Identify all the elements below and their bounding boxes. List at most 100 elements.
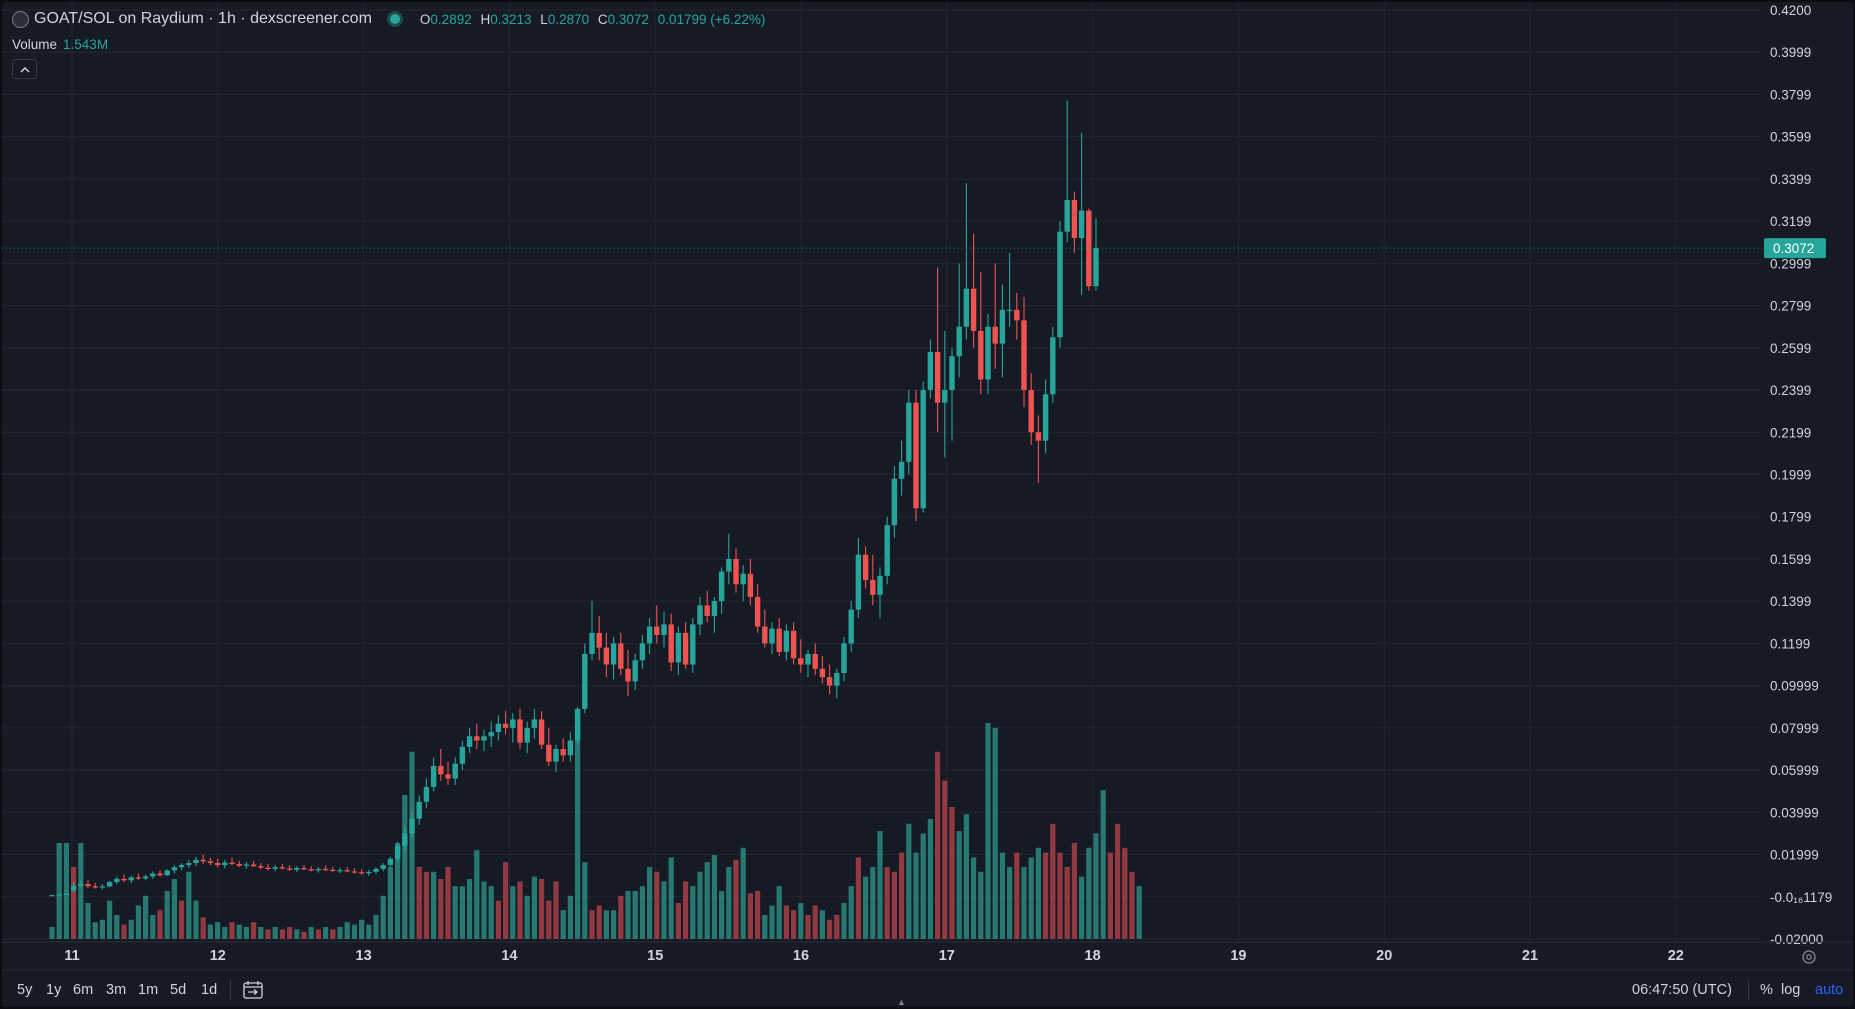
- candle-body: [783, 630, 790, 652]
- candle-body: [682, 632, 689, 665]
- range-button-5d[interactable]: 5d: [170, 982, 187, 998]
- time-tick-label: 20: [1376, 948, 1392, 964]
- range-button-5y[interactable]: 5y: [17, 982, 33, 998]
- candle-body: [214, 862, 221, 866]
- candle-body: [1078, 210, 1085, 239]
- volume-bar: [503, 862, 509, 939]
- price-tick-label: 0.4200: [1770, 3, 1811, 18]
- volume-bar: [661, 881, 667, 939]
- candle-body: [553, 748, 559, 762]
- price-tick-label: 0.2799: [1770, 299, 1811, 314]
- candle-body: [841, 643, 847, 673]
- volume-bar: [733, 859, 739, 939]
- price-tick-label: 0.2399: [1770, 383, 1811, 398]
- candle-body: [949, 356, 955, 391]
- volume-bar: [891, 871, 897, 939]
- candle-body: [855, 554, 862, 610]
- volume-bar: [287, 927, 293, 939]
- volume-bar: [762, 915, 768, 939]
- candle-body: [1028, 390, 1034, 433]
- candle-body: [963, 288, 970, 327]
- ohlc-low-value: 0.2870: [547, 11, 590, 27]
- candle-body: [308, 869, 314, 871]
- log-scale-toggle[interactable]: log: [1781, 982, 1801, 998]
- auto-scale-toggle[interactable]: auto: [1815, 982, 1844, 998]
- candle-body: [661, 624, 667, 635]
- utc-clock[interactable]: 06:47:50 (UTC): [1632, 982, 1732, 998]
- range-button-1d[interactable]: 1d: [201, 982, 218, 998]
- price-tick-label: 0.3599: [1770, 130, 1811, 145]
- volume-bar: [863, 876, 869, 939]
- candle-body: [826, 677, 833, 686]
- candle-body: [351, 871, 358, 873]
- volume-bar: [632, 891, 638, 939]
- candle-body: [524, 727, 530, 743]
- volume-bar: [1014, 852, 1020, 939]
- volume-bar: [431, 871, 437, 939]
- candle-body: [769, 628, 775, 644]
- candle-body: [495, 723, 502, 733]
- candle-body: [711, 601, 718, 616]
- candle-body: [142, 876, 149, 879]
- candle-body: [222, 862, 228, 866]
- collapse-legend-button[interactable]: [12, 59, 37, 79]
- volume-bar: [171, 879, 177, 939]
- volume-value: 1.543M: [63, 37, 109, 52]
- volume-bar: [1057, 852, 1063, 939]
- candle-body: [747, 573, 754, 597]
- volume-bar: [330, 929, 336, 939]
- candle-body: [135, 877, 142, 879]
- time-tick-label: 18: [1085, 948, 1101, 964]
- ohlc-low-label: L: [540, 11, 548, 27]
- volume-bar: [697, 871, 703, 939]
- volume-bar: [135, 905, 141, 939]
- candle-body: [416, 801, 422, 819]
- volume-bar: [164, 891, 170, 939]
- volume-bar: [459, 886, 465, 939]
- range-button-1y[interactable]: 1y: [46, 982, 62, 998]
- price-tick-label: 0.3199: [1770, 214, 1811, 229]
- candle-body: [546, 744, 552, 762]
- candle-body: [538, 719, 545, 745]
- volume-bar: [301, 931, 307, 939]
- volume-bar: [200, 917, 206, 939]
- candle-body: [798, 658, 804, 665]
- ohlc-close-label: C: [597, 11, 608, 27]
- volume-bar: [99, 919, 105, 939]
- volume-bar: [344, 922, 350, 939]
- volume-bar: [387, 867, 393, 939]
- candle-body: [898, 461, 905, 479]
- scroll-handle-icon[interactable]: ▲: [897, 997, 906, 1007]
- candle-body: [862, 554, 869, 581]
- candle-body: [56, 894, 62, 896]
- candle-body: [243, 864, 250, 866]
- candle-body: [978, 330, 984, 380]
- volume-bar: [1107, 852, 1113, 939]
- volume-bar: [63, 843, 69, 939]
- volume-bar: [1028, 857, 1034, 939]
- volume-bar: [1071, 843, 1077, 939]
- candle-body: [207, 861, 214, 863]
- range-button-3m[interactable]: 3m: [106, 982, 127, 998]
- candle-body: [106, 881, 113, 887]
- volume-bar: [294, 929, 300, 939]
- candle-body: [610, 643, 617, 665]
- candle-body: [639, 643, 646, 661]
- percent-scale-toggle[interactable]: %: [1760, 982, 1773, 998]
- range-button-6m[interactable]: 6m: [73, 982, 94, 998]
- range-button-1m[interactable]: 1m: [138, 982, 159, 998]
- volume-bar: [1129, 871, 1135, 939]
- candle-body: [373, 868, 379, 872]
- price-tick-label: 0.2199: [1770, 425, 1811, 440]
- candle-body: [517, 719, 523, 743]
- candle-body: [250, 864, 257, 867]
- volume-bar: [143, 895, 149, 939]
- candle-body: [474, 736, 480, 741]
- volume-bar: [668, 857, 674, 939]
- candle-body: [236, 864, 242, 866]
- calendar-goto-icon[interactable]: [243, 981, 263, 999]
- candle-body: [438, 765, 444, 775]
- settings-gear-icon[interactable]: [1800, 948, 1818, 966]
